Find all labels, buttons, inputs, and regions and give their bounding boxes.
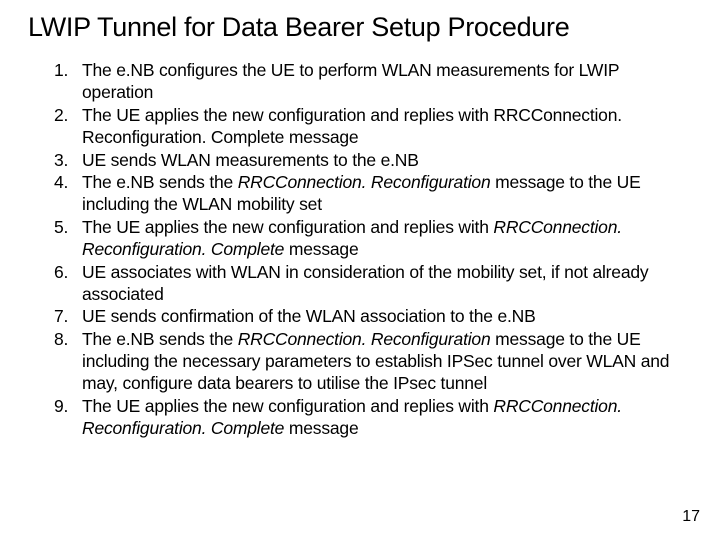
- item-number: 7.: [54, 305, 68, 327]
- list-item: 3. UE sends WLAN measurements to the e.NB: [54, 149, 684, 171]
- list-item: 6. UE associates with WLAN in considerati…: [54, 261, 684, 306]
- page-number: 17: [682, 508, 700, 526]
- item-text: The e.NB sends the RRCConnection. Reconf…: [82, 329, 669, 394]
- item-number: 5.: [54, 216, 68, 238]
- item-text: The e.NB configures the UE to perform WL…: [82, 60, 619, 102]
- item-text: The UE applies the new configuration and…: [82, 217, 622, 259]
- item-text: UE associates with WLAN in consideration…: [82, 262, 648, 304]
- procedure-list: 1. The e.NB configures the UE to perform …: [0, 59, 720, 440]
- item-text: The UE applies the new configuration and…: [82, 396, 622, 438]
- list-item: 5. The UE applies the new configuration a…: [54, 216, 684, 261]
- item-number: 9.: [54, 395, 68, 417]
- slide-title: LWIP Tunnel for Data Bearer Setup Proced…: [0, 0, 720, 59]
- item-text: The UE applies the new configuration and…: [82, 105, 622, 147]
- item-text: UE sends confirmation of the WLAN associ…: [82, 306, 536, 326]
- item-number: 2.: [54, 104, 68, 126]
- item-number: 4.: [54, 171, 68, 193]
- list-item: 7. UE sends confirmation of the WLAN asso…: [54, 305, 684, 327]
- list-item: 8. The e.NB sends the RRCConnection. Reco…: [54, 328, 684, 395]
- item-number: 1.: [54, 59, 68, 81]
- item-text: The e.NB sends the RRCConnection. Reconf…: [82, 172, 641, 214]
- list-item: 4. The e.NB sends the RRCConnection. Reco…: [54, 171, 684, 216]
- list-item: 9. The UE applies the new configuration a…: [54, 395, 684, 440]
- item-number: 6.: [54, 261, 68, 283]
- list-item: 1. The e.NB configures the UE to perform …: [54, 59, 684, 104]
- item-number: 3.: [54, 149, 68, 171]
- list-item: 2. The UE applies the new configuration a…: [54, 104, 684, 149]
- item-number: 8.: [54, 328, 68, 350]
- item-text: UE sends WLAN measurements to the e.NB: [82, 150, 419, 170]
